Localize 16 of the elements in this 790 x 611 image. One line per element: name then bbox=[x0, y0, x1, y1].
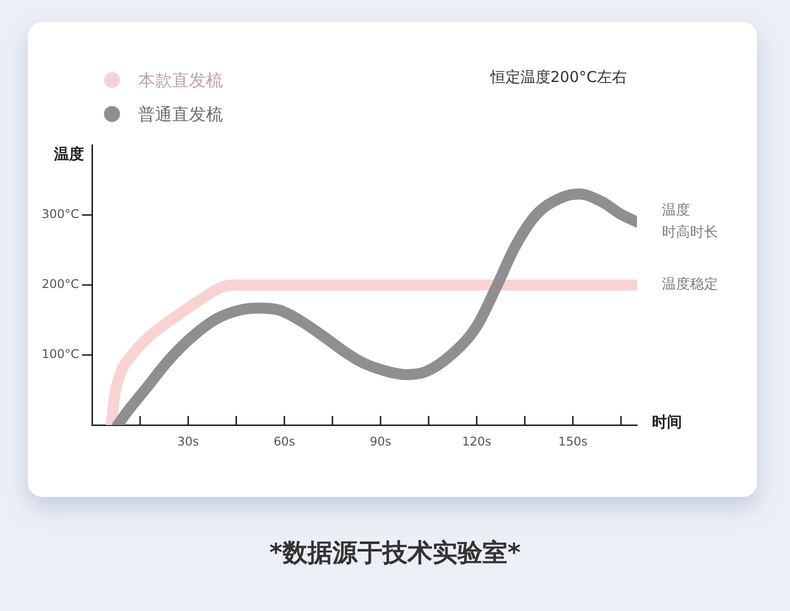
x-tick-label: 150s bbox=[558, 434, 588, 448]
y-tick-label: 200°C bbox=[42, 277, 79, 292]
x-tick-label: 120s bbox=[462, 434, 492, 448]
y-axis-title: 温度 bbox=[53, 144, 84, 163]
y-tick-label: 300°C bbox=[42, 207, 79, 222]
legend-label: 普通直发梳 bbox=[138, 104, 223, 126]
text: *数据源于技术实验室* bbox=[268, 537, 522, 569]
y-tick-label: 100°C bbox=[42, 347, 79, 362]
x-tick-label: 30s bbox=[177, 434, 199, 448]
annotation: 温度稳定 bbox=[662, 276, 718, 293]
x-tick-label: 60s bbox=[274, 434, 296, 448]
annotation: 温度时高时长 bbox=[662, 202, 718, 241]
x-axis-title: 时间 bbox=[652, 412, 682, 431]
legend-label: 本款直发梳 bbox=[138, 70, 223, 92]
text: 恒定温度200°C左右 bbox=[490, 68, 627, 87]
x-tick-label: 90s bbox=[370, 434, 392, 448]
